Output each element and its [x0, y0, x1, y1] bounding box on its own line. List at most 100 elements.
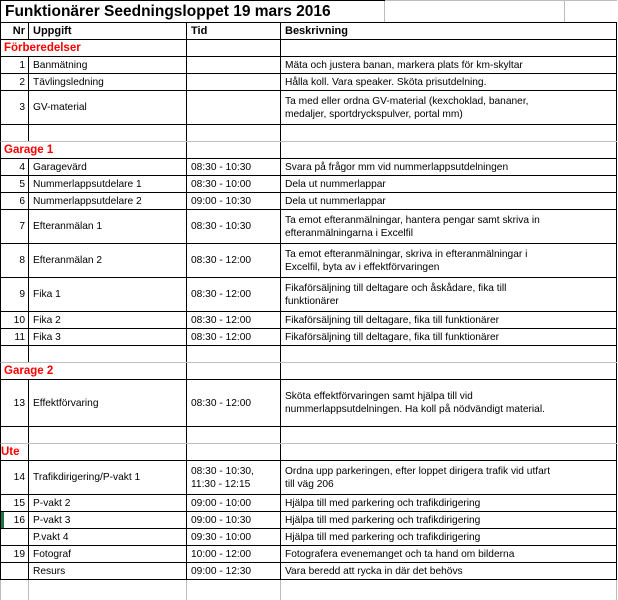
- cell-empty[interactable]: [187, 40, 281, 56]
- cell-beskrivning[interactable]: Hålla koll. Vara speaker. Sköta prisutde…: [281, 74, 617, 90]
- cell-uppgift[interactable]: P-vakt 2: [29, 495, 187, 511]
- cell-uppgift[interactable]: Fika 3: [29, 329, 187, 345]
- cell-beskrivning[interactable]: Hjälpa till med parkering och trafikdiri…: [281, 495, 617, 511]
- cell-empty[interactable]: [29, 125, 187, 141]
- cell-beskrivning[interactable]: Fikaförsäljning till deltagare, fika til…: [281, 312, 617, 328]
- cell-empty[interactable]: [281, 346, 617, 362]
- cell-nr[interactable]: 14: [1, 461, 29, 494]
- cell-uppgift[interactable]: Fika 1: [29, 278, 187, 311]
- cell-tid[interactable]: 08:30 - 12:00: [187, 380, 281, 426]
- cell-nr[interactable]: 8: [1, 244, 29, 277]
- cell-empty[interactable]: [187, 444, 281, 460]
- cell-uppgift[interactable]: Efteranmälan 1: [29, 210, 187, 243]
- cell-tid[interactable]: 09:00 - 10:30: [187, 193, 281, 209]
- cell-beskrivning[interactable]: Ta emot efteranmälningar, skriva in efte…: [281, 244, 617, 277]
- cell-empty[interactable]: [281, 444, 617, 460]
- cell-empty[interactable]: [187, 142, 281, 158]
- cell-empty[interactable]: [29, 580, 187, 600]
- cell-nr[interactable]: 13: [1, 380, 29, 426]
- cell-beskrivning[interactable]: Fotografera evenemanget och ta hand om b…: [281, 546, 617, 562]
- cell-empty[interactable]: [29, 427, 187, 443]
- cell-tid[interactable]: 08:30 - 12:00: [187, 278, 281, 311]
- cell-beskrivning[interactable]: Mäta och justera banan, markera plats fö…: [281, 57, 617, 73]
- cell-empty[interactable]: [29, 346, 187, 362]
- cell-uppgift[interactable]: P-vakt 3: [29, 512, 187, 528]
- cell-tid[interactable]: 08:30 - 12:00: [187, 329, 281, 345]
- cell-tid[interactable]: 08:30 - 12:00: [187, 244, 281, 277]
- cell-empty[interactable]: [1, 346, 29, 362]
- cell-section-label[interactable]: Ute: [1, 444, 29, 460]
- cell-empty[interactable]: [187, 580, 281, 600]
- cell-empty[interactable]: [187, 125, 281, 141]
- cell-nr[interactable]: Nr: [1, 23, 29, 39]
- cell-tid[interactable]: [187, 91, 281, 124]
- cell-beskrivning[interactable]: Hjälpa till med parkering och trafikdiri…: [281, 512, 617, 528]
- cell-empty[interactable]: [29, 444, 187, 460]
- cell-beskrivning[interactable]: Vara beredd att rycka in där det behövs: [281, 563, 617, 579]
- cell-uppgift[interactable]: Banmätning: [29, 57, 187, 73]
- cell-section-label[interactable]: Garage 1: [1, 142, 187, 158]
- cell-empty[interactable]: [1, 580, 29, 600]
- cell-beskrivning[interactable]: Ta emot efteranmälningar, hantera pengar…: [281, 210, 617, 243]
- cell-nr[interactable]: 15: [1, 495, 29, 511]
- cell-uppgift[interactable]: Trafikdirigering/P-vakt 1: [29, 461, 187, 494]
- cell-tid[interactable]: 08:30 - 10:30: [187, 159, 281, 175]
- cell-nr[interactable]: 4: [1, 159, 29, 175]
- cell-empty[interactable]: [1, 125, 29, 141]
- cell-empty[interactable]: [281, 142, 617, 158]
- cell-beskrivning[interactable]: Ta med eller ordna GV-material (kexchokl…: [281, 91, 617, 124]
- cell-uppgift[interactable]: Tävlingsledning: [29, 74, 187, 90]
- cell-beskrivning[interactable]: Fikaförsäljning till deltagare, fika til…: [281, 329, 617, 345]
- cell-beskrivning[interactable]: Beskrivning: [281, 23, 617, 39]
- cell-nr[interactable]: 5: [1, 176, 29, 192]
- cell-nr[interactable]: 9: [1, 278, 29, 311]
- cell-uppgift[interactable]: Garagevärd: [29, 159, 187, 175]
- cell-uppgift[interactable]: Fika 2: [29, 312, 187, 328]
- cell-empty[interactable]: [187, 346, 281, 362]
- cell-tid[interactable]: [187, 74, 281, 90]
- cell-empty[interactable]: [281, 363, 617, 379]
- cell-uppgift[interactable]: Nummerlappsutdelare 1: [29, 176, 187, 192]
- cell-empty[interactable]: [281, 580, 617, 600]
- cell-beskrivning[interactable]: Ordna upp parkeringen, efter loppet diri…: [281, 461, 617, 494]
- cell-empty[interactable]: [187, 427, 281, 443]
- cell-section-label[interactable]: Garage 2: [1, 363, 187, 379]
- cell-empty[interactable]: [281, 125, 617, 141]
- cell-tid[interactable]: [187, 57, 281, 73]
- cell-tid[interactable]: 10:00 - 12:00: [187, 546, 281, 562]
- cell-tid[interactable]: 08:30 - 10:30: [187, 210, 281, 243]
- cell-nr[interactable]: 1: [1, 57, 29, 73]
- sheet-title-cell[interactable]: Funktionärer Seedningsloppet 19 mars 201…: [0, 0, 617, 23]
- cell-tid[interactable]: 09:00 - 12:30: [187, 563, 281, 579]
- cell-tid[interactable]: 09:00 - 10:30: [187, 512, 281, 528]
- cell-nr[interactable]: 6: [1, 193, 29, 209]
- cell-beskrivning[interactable]: Dela ut nummerlappar: [281, 193, 617, 209]
- cell-nr[interactable]: 7: [1, 210, 29, 243]
- cell-nr[interactable]: 16: [1, 512, 29, 528]
- cell-uppgift[interactable]: Nummerlappsutdelare 2: [29, 193, 187, 209]
- cell-tid[interactable]: 09:30 - 10:00: [187, 529, 281, 545]
- cell-tid[interactable]: Tid: [187, 23, 281, 39]
- cell-nr[interactable]: 11: [1, 329, 29, 345]
- cell-section-label[interactable]: Förberedelser: [1, 40, 187, 56]
- cell-beskrivning[interactable]: Svara på frågor mm vid nummerlappsutdeln…: [281, 159, 617, 175]
- cell-beskrivning[interactable]: Fikaförsäljning till deltagare och åskåd…: [281, 278, 617, 311]
- cell-nr[interactable]: 3: [1, 91, 29, 124]
- cell-uppgift[interactable]: Effektförvaring: [29, 380, 187, 426]
- cell-nr[interactable]: 2: [1, 74, 29, 90]
- cell-uppgift[interactable]: GV-material: [29, 91, 187, 124]
- cell-beskrivning[interactable]: Dela ut nummerlappar: [281, 176, 617, 192]
- cell-empty[interactable]: [281, 427, 617, 443]
- cell-tid[interactable]: 08:30 - 12:00: [187, 312, 281, 328]
- cell-uppgift[interactable]: P.vakt 4: [29, 529, 187, 545]
- cell-uppgift[interactable]: Uppgift: [29, 23, 187, 39]
- cell-beskrivning[interactable]: Hjälpa till med parkering och trafikdiri…: [281, 529, 617, 545]
- cell-empty[interactable]: [1, 427, 29, 443]
- cell-uppgift[interactable]: Resurs: [29, 563, 187, 579]
- cell-uppgift[interactable]: Fotograf: [29, 546, 187, 562]
- cell-tid[interactable]: 08:30 - 10:30, 11:30 - 12:15: [187, 461, 281, 494]
- cell-nr[interactable]: [1, 529, 29, 545]
- cell-uppgift[interactable]: Efteranmälan 2: [29, 244, 187, 277]
- cell-empty[interactable]: [281, 40, 617, 56]
- cell-tid[interactable]: 09:00 - 10:00: [187, 495, 281, 511]
